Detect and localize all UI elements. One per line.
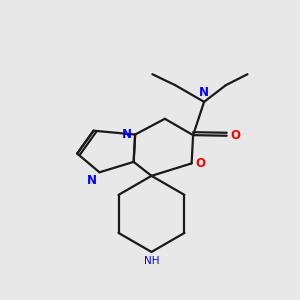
Text: N: N xyxy=(87,174,97,187)
Text: O: O xyxy=(230,129,240,142)
Text: NH: NH xyxy=(144,256,159,266)
Text: N: N xyxy=(199,86,209,100)
Text: N: N xyxy=(122,128,132,141)
Text: O: O xyxy=(195,157,205,170)
